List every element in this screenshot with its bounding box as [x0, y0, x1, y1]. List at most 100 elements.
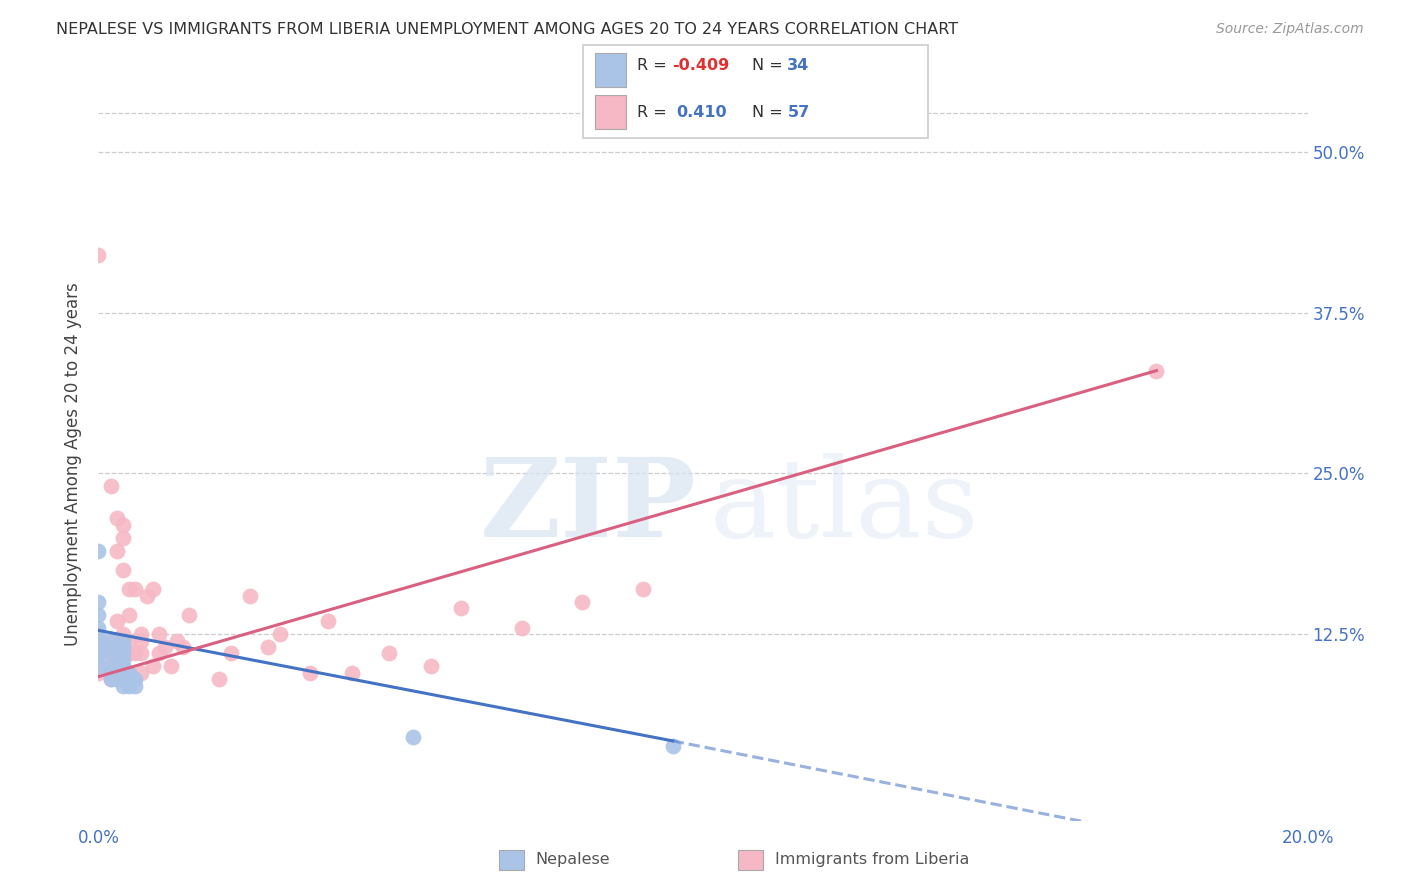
Point: [87, 621, 110, 635]
Point: [135, 589, 157, 603]
Point: [160, 659, 183, 673]
Point: [100, 659, 122, 673]
Point: [118, 679, 141, 693]
Point: [208, 672, 231, 686]
Point: [87, 633, 110, 648]
Point: [111, 672, 134, 686]
Point: [153, 640, 176, 654]
Point: [87, 627, 110, 641]
Point: [269, 627, 291, 641]
Point: [100, 665, 122, 680]
Point: [179, 607, 201, 622]
Point: [87, 248, 110, 262]
Text: R =: R =: [637, 58, 672, 73]
Point: [256, 640, 278, 654]
Point: [111, 633, 134, 648]
Point: [148, 627, 170, 641]
Point: [124, 679, 146, 693]
Point: [105, 615, 128, 629]
Text: Nepalese: Nepalese: [536, 853, 610, 867]
Point: [118, 665, 141, 680]
Point: [111, 531, 134, 545]
Point: [118, 607, 141, 622]
Point: [118, 672, 141, 686]
Point: [129, 633, 152, 648]
Point: [100, 479, 122, 493]
Text: Source: ZipAtlas.com: Source: ZipAtlas.com: [1216, 22, 1364, 37]
Text: ZIP: ZIP: [481, 453, 697, 560]
Point: [105, 633, 128, 648]
Point: [111, 563, 134, 577]
Text: -0.409: -0.409: [672, 58, 730, 73]
Text: N =: N =: [752, 104, 789, 120]
Point: [105, 543, 128, 558]
Point: [87, 665, 110, 680]
Point: [118, 633, 141, 648]
Text: atlas: atlas: [709, 453, 979, 560]
Point: [129, 647, 152, 661]
Point: [105, 672, 128, 686]
Point: [100, 647, 122, 661]
Text: 0.410: 0.410: [676, 104, 727, 120]
Point: [87, 640, 110, 654]
Point: [299, 665, 322, 680]
Point: [100, 640, 122, 654]
Y-axis label: Unemployment Among Ages 20 to 24 years: Unemployment Among Ages 20 to 24 years: [65, 282, 83, 646]
Point: [124, 672, 146, 686]
Text: 57: 57: [787, 104, 810, 120]
Point: [87, 647, 110, 661]
Point: [111, 647, 134, 661]
Point: [166, 633, 188, 648]
Point: [111, 665, 134, 680]
Point: [87, 607, 110, 622]
Point: [239, 589, 262, 603]
Point: [100, 633, 122, 648]
Point: [100, 647, 122, 661]
Point: [118, 582, 141, 597]
Point: [142, 582, 165, 597]
Point: [124, 647, 146, 661]
Point: [377, 647, 399, 661]
Point: [87, 543, 110, 558]
Text: N =: N =: [752, 58, 789, 73]
Point: [87, 653, 110, 667]
Point: [402, 730, 425, 744]
Point: [118, 665, 141, 680]
Point: [631, 582, 654, 597]
Point: [100, 659, 122, 673]
Point: [221, 647, 243, 661]
Point: [142, 659, 165, 673]
Point: [87, 633, 110, 648]
Point: [111, 659, 134, 673]
Point: [111, 627, 134, 641]
Text: 34: 34: [787, 58, 810, 73]
Point: [111, 640, 134, 654]
Text: NEPALESE VS IMMIGRANTS FROM LIBERIA UNEMPLOYMENT AMONG AGES 20 TO 24 YEARS CORRE: NEPALESE VS IMMIGRANTS FROM LIBERIA UNEM…: [56, 22, 959, 37]
Point: [129, 627, 152, 641]
Point: [118, 647, 141, 661]
Point: [111, 679, 134, 693]
Point: [87, 595, 110, 609]
Point: [111, 653, 134, 667]
Point: [420, 659, 443, 673]
Point: [1144, 363, 1167, 377]
Point: [662, 739, 685, 753]
Point: [342, 665, 364, 680]
Point: [105, 665, 128, 680]
Point: [111, 665, 134, 680]
Point: [111, 647, 134, 661]
Text: R =: R =: [637, 104, 676, 120]
Point: [316, 615, 339, 629]
Point: [105, 511, 128, 525]
Point: [87, 659, 110, 673]
Point: [129, 665, 152, 680]
Point: [105, 659, 128, 673]
Point: [148, 647, 170, 661]
Point: [100, 633, 122, 648]
Point: [100, 672, 122, 686]
Point: [105, 665, 128, 680]
Point: [571, 595, 593, 609]
Point: [105, 653, 128, 667]
Point: [124, 582, 146, 597]
Point: [510, 621, 533, 635]
